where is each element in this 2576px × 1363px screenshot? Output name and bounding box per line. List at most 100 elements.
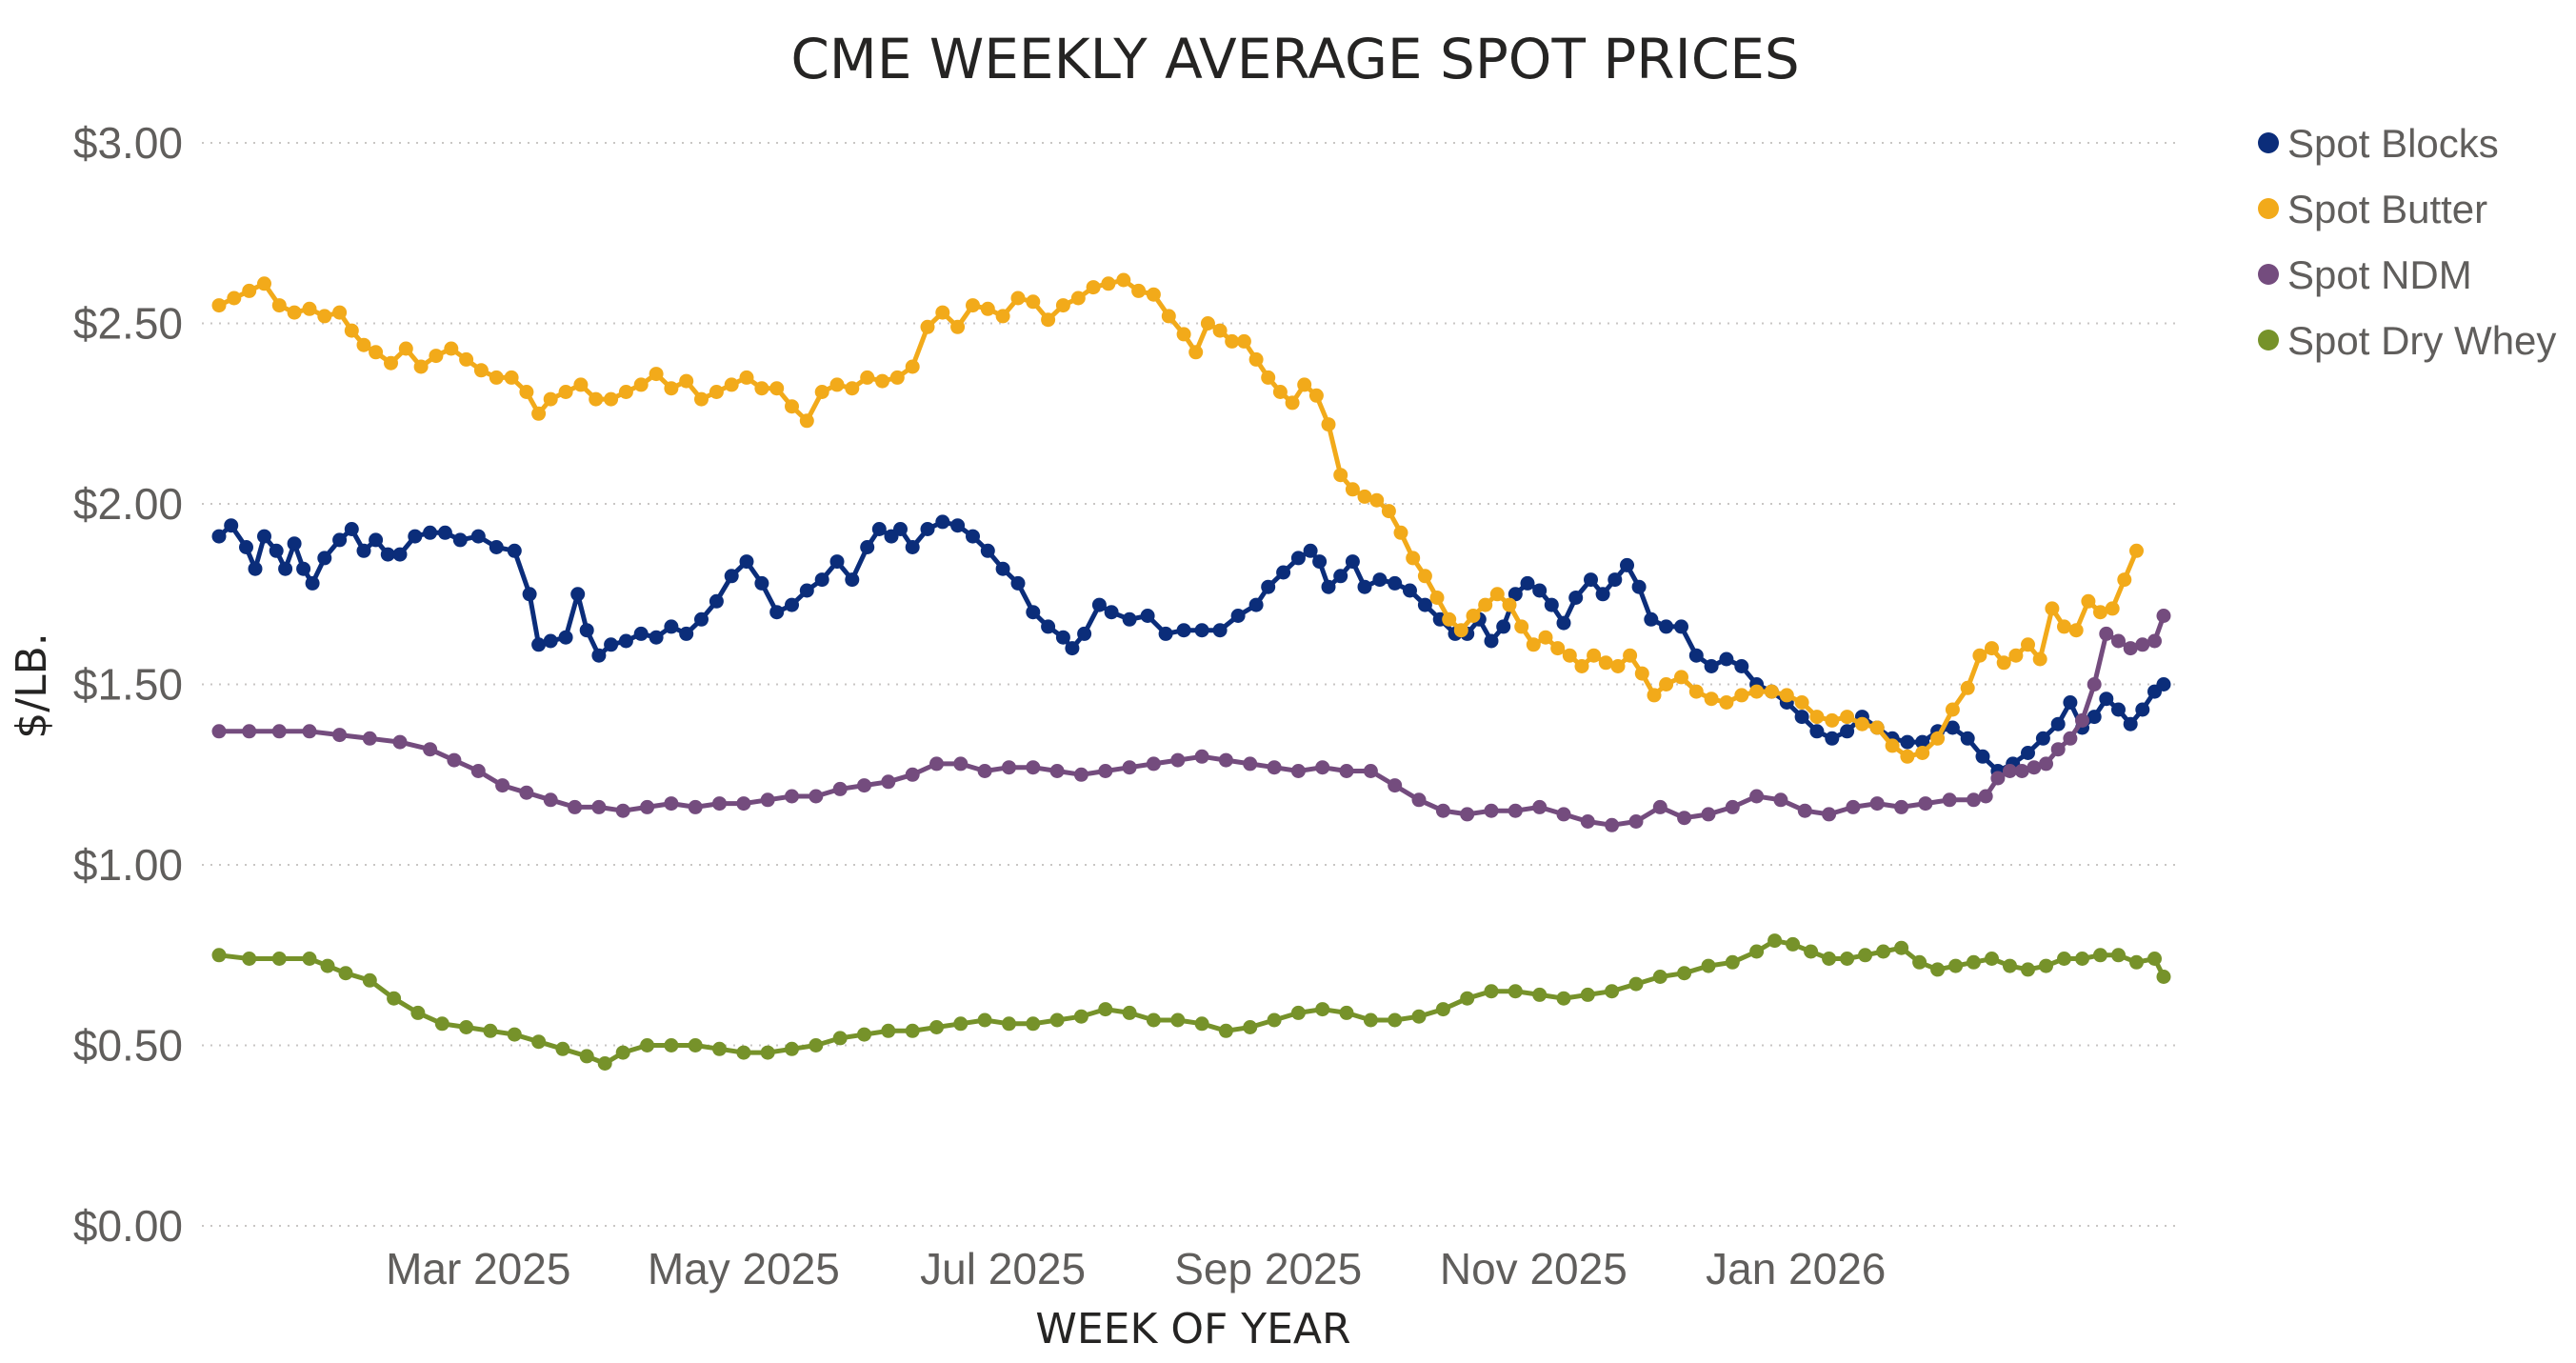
- data-point-spot-blocks: [1496, 619, 1511, 634]
- data-point-spot-blocks: [2099, 692, 2114, 707]
- data-point-spot-dry-whey: [271, 952, 287, 966]
- data-point-spot-dry-whey: [1894, 940, 1909, 955]
- series-line-spot-dry-whey: [216, 938, 2167, 1066]
- data-point-spot-butter: [1502, 597, 1517, 612]
- data-point-spot-ndm: [785, 789, 799, 804]
- data-point-spot-butter: [2093, 605, 2107, 620]
- data-point-spot-ndm: [881, 774, 896, 790]
- data-point-spot-ndm: [1122, 760, 1137, 775]
- data-point-spot-blocks: [437, 525, 452, 540]
- legend-label-spot-blocks: Spot Blocks: [2287, 121, 2499, 166]
- data-point-spot-ndm: [2027, 760, 2042, 775]
- data-point-spot-butter: [1272, 385, 1288, 399]
- data-point-spot-butter: [769, 381, 785, 396]
- data-point-spot-dry-whey: [1786, 936, 1801, 952]
- data-point-spot-dry-whey: [1749, 944, 1765, 959]
- y-tick-label: $0.00: [73, 1201, 183, 1251]
- data-point-spot-blocks: [1644, 611, 1659, 627]
- data-point-spot-blocks: [950, 518, 966, 533]
- data-point-spot-blocks: [1065, 641, 1080, 656]
- data-point-spot-blocks: [1975, 749, 1990, 764]
- data-point-spot-ndm: [1677, 811, 1692, 826]
- data-point-spot-ndm: [1002, 760, 1016, 775]
- data-point-spot-dry-whey: [1767, 933, 1783, 949]
- data-point-spot-butter: [845, 381, 860, 396]
- data-point-spot-dry-whey: [785, 1041, 799, 1056]
- data-point-spot-ndm: [1388, 778, 1403, 793]
- data-point-spot-ndm: [1508, 803, 1523, 818]
- x-tick-label: Jan 2026: [1706, 1244, 1886, 1293]
- data-point-spot-blocks: [1915, 734, 1930, 750]
- series-spot-blocks: [211, 514, 2171, 778]
- data-point-spot-ndm: [519, 785, 534, 800]
- data-point-spot-blocks: [871, 522, 887, 536]
- data-point-spot-dry-whey: [1580, 987, 1595, 1002]
- x-tick-label: May 2025: [648, 1244, 840, 1293]
- data-point-spot-blocks: [296, 561, 311, 576]
- data-point-spot-dry-whey: [1628, 976, 1644, 992]
- data-point-spot-dry-whey: [1460, 991, 1475, 1006]
- data-point-spot-blocks: [769, 605, 785, 620]
- data-point-spot-butter: [384, 355, 398, 371]
- data-point-spot-dry-whey: [2147, 952, 2162, 966]
- data-point-spot-butter: [1261, 370, 1276, 385]
- data-point-spot-butter: [2032, 651, 2047, 667]
- data-point-spot-ndm: [2087, 677, 2102, 692]
- data-point-spot-blocks: [1261, 579, 1276, 594]
- data-point-spot-blocks: [1158, 626, 1173, 641]
- data-point-spot-butter: [1212, 323, 1228, 338]
- data-point-spot-blocks: [392, 547, 408, 562]
- legend-item-spot-blocks: Spot Blocks: [2258, 121, 2499, 166]
- data-point-spot-butter: [694, 391, 709, 407]
- data-point-spot-dry-whey: [1840, 952, 1855, 966]
- data-point-spot-dry-whey: [2075, 952, 2089, 966]
- data-point-spot-dry-whey: [1948, 958, 1964, 973]
- data-point-spot-blocks: [1403, 583, 1417, 598]
- data-point-spot-ndm: [1363, 764, 1378, 778]
- data-point-spot-blocks: [1595, 587, 1610, 602]
- data-point-spot-butter: [1285, 395, 1300, 411]
- data-point-spot-butter: [444, 341, 459, 356]
- data-point-spot-blocks: [248, 561, 263, 576]
- data-point-spot-ndm: [1797, 803, 1812, 818]
- data-point-spot-butter: [543, 391, 558, 407]
- data-point-spot-butter: [1996, 655, 2011, 671]
- data-point-spot-ndm: [688, 799, 703, 814]
- data-point-spot-blocks: [1688, 648, 1704, 663]
- data-point-spot-blocks: [278, 561, 293, 576]
- data-point-spot-ndm: [1978, 789, 1993, 804]
- data-point-spot-butter: [398, 341, 413, 356]
- data-point-spot-dry-whey: [664, 1038, 679, 1052]
- data-point-spot-blocks: [356, 543, 371, 558]
- x-tick-label: Sep 2025: [1174, 1244, 1362, 1293]
- data-point-spot-dry-whey: [1484, 984, 1499, 999]
- data-point-spot-blocks: [1276, 565, 1291, 580]
- data-point-spot-butter: [1381, 504, 1396, 519]
- data-point-spot-butter: [1466, 609, 1481, 623]
- data-point-spot-butter: [519, 385, 534, 399]
- data-point-spot-dry-whey: [1073, 1009, 1088, 1024]
- data-point-spot-butter: [1041, 312, 1056, 328]
- legend-label-spot-butter: Spot Butter: [2287, 187, 2487, 231]
- data-point-spot-butter: [1345, 482, 1360, 497]
- data-point-spot-dry-whey: [977, 1012, 992, 1028]
- data-point-spot-dry-whey: [362, 972, 377, 988]
- data-point-spot-blocks: [1568, 591, 1584, 605]
- data-point-spot-ndm: [1435, 803, 1450, 818]
- x-tick-label: Mar 2025: [386, 1244, 570, 1293]
- data-point-spot-blocks: [1388, 575, 1403, 591]
- data-point-spot-blocks: [224, 518, 239, 533]
- data-point-spot-blocks: [604, 637, 619, 652]
- data-point-spot-butter: [1623, 648, 1638, 663]
- data-point-spot-ndm: [302, 724, 317, 739]
- data-point-spot-dry-whey: [459, 1020, 474, 1034]
- data-point-spot-butter: [227, 291, 242, 306]
- data-point-spot-butter: [242, 283, 257, 298]
- data-point-spot-blocks: [1556, 615, 1571, 631]
- data-point-spot-ndm: [640, 799, 655, 814]
- data-point-spot-blocks: [2135, 702, 2150, 717]
- data-point-spot-blocks: [633, 626, 649, 641]
- data-point-spot-ndm: [1942, 792, 1957, 808]
- data-point-spot-dry-whey: [1652, 970, 1667, 984]
- data-point-spot-butter: [1854, 716, 1869, 732]
